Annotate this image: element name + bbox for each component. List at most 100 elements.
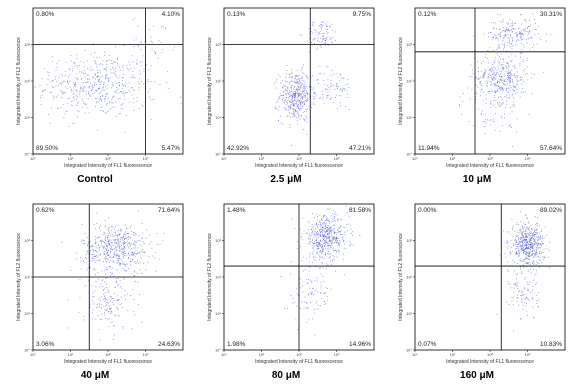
- event-dot: [516, 222, 518, 224]
- event-dot: [328, 232, 330, 234]
- event-dot: [89, 246, 91, 247]
- event-dot: [284, 84, 286, 86]
- event-dot: [327, 91, 329, 93]
- event-dot: [493, 60, 495, 62]
- event-dot: [134, 245, 136, 247]
- event-dot: [524, 249, 525, 250]
- event-dot: [115, 253, 117, 255]
- event-dot: [149, 234, 150, 236]
- event-dot: [112, 297, 114, 299]
- event-dot: [287, 87, 289, 89]
- event-dot: [297, 105, 299, 107]
- event-dot: [519, 259, 521, 261]
- event-dot: [129, 255, 131, 257]
- event-dot: [499, 85, 501, 87]
- event-dot: [490, 75, 491, 76]
- event-dot: [312, 318, 314, 320]
- event-dot: [541, 262, 543, 264]
- event-dot: [126, 92, 128, 93]
- event-dot: [134, 271, 135, 273]
- event-dot: [321, 263, 323, 265]
- event-dot: [522, 243, 523, 245]
- event-dot: [289, 107, 291, 109]
- event-dot: [107, 254, 109, 256]
- event-dot: [485, 98, 487, 100]
- event-dot: [301, 96, 302, 98]
- event-dot: [106, 277, 108, 279]
- event-dot: [529, 25, 530, 27]
- event-dot: [523, 240, 524, 242]
- event-dot: [534, 254, 536, 256]
- event-dot: [314, 38, 316, 40]
- event-dot: [79, 95, 81, 97]
- event-dot: [506, 85, 508, 87]
- event-dot: [297, 77, 299, 79]
- event-dot: [500, 70, 502, 72]
- quadrant-label-ul: 0.12%: [418, 11, 437, 18]
- event-dot: [520, 92, 522, 93]
- event-dot: [527, 315, 528, 316]
- event-dot: [546, 33, 547, 35]
- event-dot: [534, 240, 536, 242]
- event-dot: [535, 282, 537, 284]
- event-dot: [514, 90, 515, 92]
- event-dot: [326, 227, 328, 229]
- event-dot: [104, 257, 105, 259]
- event-dot: [491, 84, 493, 86]
- event-dot: [521, 291, 523, 293]
- event-dot: [122, 248, 123, 250]
- event-dot: [526, 217, 528, 219]
- event-dot: [123, 241, 125, 243]
- event-dot: [503, 81, 505, 82]
- event-dot: [516, 224, 518, 226]
- event-dot: [530, 37, 532, 39]
- event-dot: [311, 242, 313, 244]
- event-dot: [287, 116, 289, 117]
- event-dot: [299, 115, 301, 116]
- event-dot: [321, 21, 323, 23]
- event-dot: [323, 37, 324, 39]
- event-dot: [532, 235, 534, 237]
- event-dot: [131, 231, 132, 232]
- event-dot: [526, 234, 527, 236]
- event-dot: [288, 97, 289, 99]
- event-dot: [151, 49, 153, 50]
- event-dot: [488, 91, 490, 92]
- event-dot: [298, 83, 300, 85]
- event-dot: [314, 217, 315, 218]
- event-dot: [306, 75, 308, 77]
- event-dot: [527, 228, 529, 230]
- event-dot: [54, 78, 56, 80]
- event-dot: [330, 253, 332, 255]
- event-dot: [120, 228, 122, 230]
- event-dot: [322, 39, 324, 40]
- event-dot: [87, 243, 89, 244]
- event-dot: [518, 250, 520, 252]
- event-dot: [508, 37, 509, 38]
- event-dot: [509, 41, 510, 43]
- event-dot: [125, 232, 127, 234]
- event-dot: [303, 88, 305, 90]
- event-dot: [290, 101, 292, 103]
- event-dot: [535, 29, 537, 30]
- event-dot: [521, 32, 522, 34]
- event-dot: [296, 100, 298, 102]
- event-dot: [34, 86, 36, 88]
- event-dot: [295, 88, 297, 90]
- event-dot: [49, 122, 51, 124]
- event-dot: [320, 229, 322, 231]
- event-dot: [325, 254, 326, 256]
- event-dot: [332, 241, 334, 243]
- event-dot: [521, 33, 523, 35]
- event-dot: [96, 238, 98, 239]
- event-dot: [336, 256, 338, 258]
- event-dot: [539, 253, 541, 255]
- event-dot: [342, 236, 344, 238]
- event-dot: [499, 33, 501, 35]
- event-dot: [102, 75, 103, 77]
- event-dot: [339, 231, 341, 232]
- event-dot: [499, 28, 501, 30]
- event-dot: [292, 76, 294, 78]
- event-dot: [331, 263, 332, 265]
- event-dot: [331, 239, 333, 241]
